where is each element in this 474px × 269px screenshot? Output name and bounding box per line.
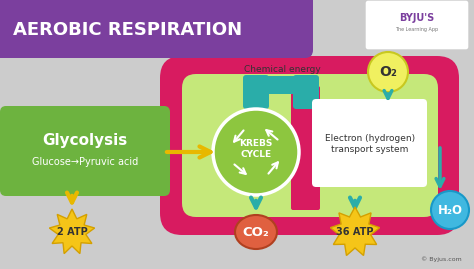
- FancyBboxPatch shape: [365, 0, 469, 50]
- Circle shape: [431, 191, 469, 229]
- Polygon shape: [330, 207, 380, 256]
- Text: Chemical energy: Chemical energy: [244, 65, 320, 75]
- FancyBboxPatch shape: [243, 75, 269, 109]
- Text: AEROBIC RESPIRATION: AEROBIC RESPIRATION: [13, 21, 242, 39]
- Circle shape: [368, 52, 408, 92]
- Text: 2 ATP: 2 ATP: [56, 227, 87, 237]
- Text: Glycolysis: Glycolysis: [42, 133, 128, 147]
- Polygon shape: [49, 209, 95, 254]
- Text: 36 ATP: 36 ATP: [336, 227, 374, 237]
- FancyBboxPatch shape: [0, 106, 170, 196]
- Text: O₂: O₂: [379, 65, 397, 79]
- FancyBboxPatch shape: [194, 87, 306, 202]
- FancyBboxPatch shape: [293, 75, 319, 109]
- FancyBboxPatch shape: [306, 87, 426, 202]
- Ellipse shape: [235, 215, 277, 249]
- FancyBboxPatch shape: [182, 74, 438, 217]
- Circle shape: [213, 109, 299, 195]
- FancyBboxPatch shape: [291, 86, 320, 210]
- FancyBboxPatch shape: [160, 56, 459, 235]
- FancyBboxPatch shape: [0, 0, 313, 58]
- Text: © Byjus.com: © Byjus.com: [421, 256, 462, 262]
- Text: Glucose→Pyruvic acid: Glucose→Pyruvic acid: [32, 157, 138, 167]
- Text: Electron (hydrogen)
transport system: Electron (hydrogen) transport system: [325, 134, 415, 154]
- Text: CO₂: CO₂: [243, 225, 269, 239]
- Text: The Learning App: The Learning App: [395, 27, 438, 33]
- Text: H₂O: H₂O: [438, 204, 463, 217]
- FancyBboxPatch shape: [312, 99, 427, 187]
- Text: BYJU'S: BYJU'S: [400, 13, 435, 23]
- FancyBboxPatch shape: [251, 76, 311, 94]
- Text: KREBS
CYCLE: KREBS CYCLE: [239, 139, 273, 159]
